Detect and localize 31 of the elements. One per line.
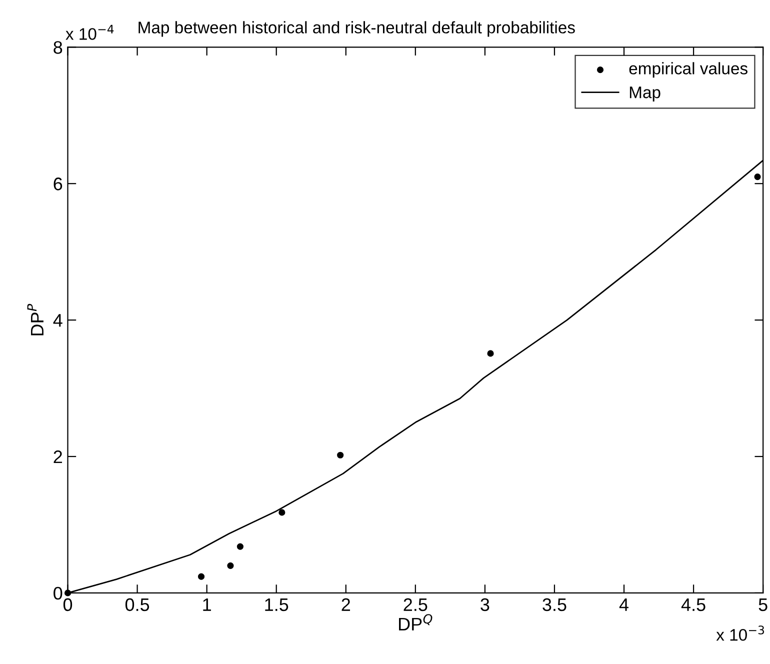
x-tick-label: 1.5 [265, 598, 288, 612]
x-tick-label: 1 [203, 598, 211, 611]
point [236, 543, 244, 550]
y-tick-label: 2 [54, 450, 62, 464]
y-tick-label: 0 [54, 586, 62, 600]
point [487, 350, 494, 357]
y-tick-label: 6 [54, 178, 62, 190]
x-tick-label: 4 [619, 598, 628, 611]
point [64, 590, 72, 596]
x-axis-title: DP$^{Q}$ [399, 614, 432, 630]
point [198, 573, 205, 580]
x-tick-label: 2.5 [404, 598, 428, 612]
x-tick-label: 0 [63, 598, 72, 612]
point [337, 452, 344, 458]
x-tick-label: 4.5 [681, 598, 706, 612]
legend-label: empirical values [629, 62, 748, 78]
x-tick-label: 0.5 [125, 598, 150, 612]
text: x 10$^{−3}$ [716, 626, 764, 641]
x-tick-label: 5 [758, 598, 768, 612]
text: x 10$^{−4}$ [66, 24, 114, 40]
chart-title: Map between historical and risk-neutral default probabilities [138, 21, 575, 37]
y-tick-label: 8 [54, 41, 62, 54]
y-axis-title: DP$^{P}$ [27, 304, 44, 336]
x-tick-label: 3 [480, 598, 490, 612]
legend-label: Map [630, 86, 660, 102]
point [754, 173, 761, 180]
x-tick-label: 3.5 [542, 598, 566, 612]
y-tick-label: 4 [53, 314, 62, 327]
x-tick-label: 2 [342, 598, 350, 611]
point [227, 562, 234, 569]
point [278, 509, 286, 516]
